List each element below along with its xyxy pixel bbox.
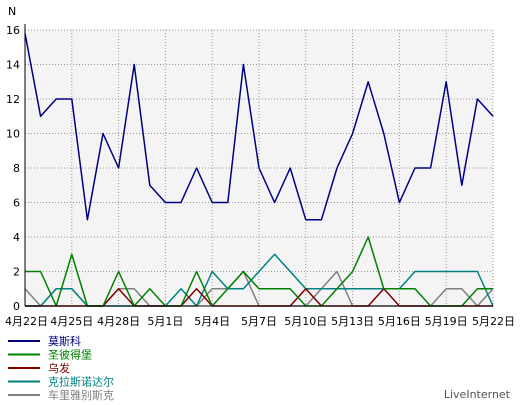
legend-label: 乌发 xyxy=(48,361,70,375)
legend-label: 克拉斯诺达尔 xyxy=(48,375,114,389)
axes xyxy=(24,24,493,307)
y-axis-title: N xyxy=(8,5,16,18)
y-tick-label: 4 xyxy=(13,231,20,244)
y-tick-label: 10 xyxy=(6,128,20,141)
footer-brand: LiveInternet xyxy=(444,388,511,401)
x-tick-label: 5月22日 xyxy=(472,315,515,328)
series-line xyxy=(24,33,494,221)
tick-labels: 0 2 4 6 8 10 12 14 16 4月22日 4月25日 4月28日 5月1日 5月4日 5月7日… xyxy=(5,24,515,328)
x-tick-label: 5月10日 xyxy=(284,315,327,328)
legend-label: 车里雅别斯克 xyxy=(48,388,114,402)
legend-label: 圣彼得堡 xyxy=(48,348,92,362)
y-tick-label: 16 xyxy=(6,24,20,37)
x-tick-label: 5月16日 xyxy=(378,315,421,328)
y-tick-label: 8 xyxy=(13,162,20,175)
y-tick-label: 12 xyxy=(6,93,20,106)
x-tick-label: 5月13日 xyxy=(331,315,374,328)
legend-label: 莫斯科 xyxy=(48,334,81,348)
x-tick-label: 5月4日 xyxy=(194,315,230,328)
y-tick-label: 0 xyxy=(13,300,20,313)
x-tick-label: 4月28日 xyxy=(97,315,140,328)
x-tick-label: 4月22日 xyxy=(5,315,48,328)
y-tick-label: 6 xyxy=(13,197,20,210)
y-tick-label: 14 xyxy=(6,59,20,72)
x-tick-label: 5月7日 xyxy=(241,315,277,328)
x-tick-label: 4月25日 xyxy=(50,315,93,328)
y-tick-label: 2 xyxy=(13,266,20,279)
x-tick-label: 5月19日 xyxy=(425,315,468,328)
x-tick-label: 5月1日 xyxy=(147,315,183,328)
